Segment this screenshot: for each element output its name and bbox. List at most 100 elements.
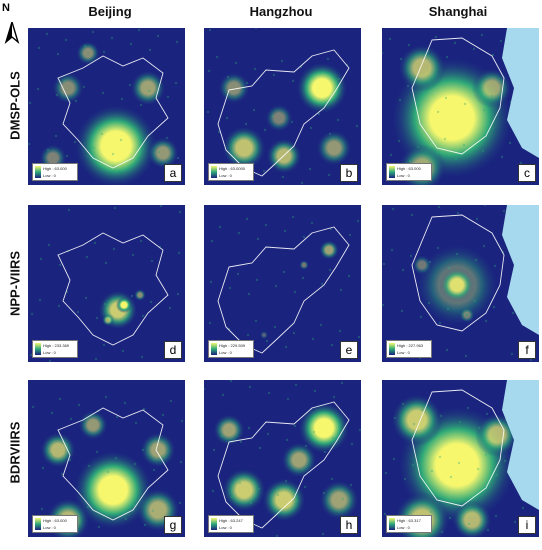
night-light-map (28, 28, 185, 185)
map-panel-g: High : 63.000 Low : 0 g (28, 380, 185, 537)
legend-color-ramp (35, 343, 41, 355)
light-cluster (40, 432, 76, 468)
light-cluster (222, 126, 266, 170)
city-boundary (217, 226, 350, 354)
legend-high: High : 63.247 (219, 518, 243, 523)
light-cluster (134, 289, 146, 301)
legend-low: Low : 0 (397, 350, 410, 355)
panel-label: b (340, 164, 358, 182)
map-legend: High : 63.000 Low : 0 (386, 163, 432, 181)
city-boundary (411, 37, 505, 155)
light-cluster (78, 410, 108, 440)
panel-label: c (518, 164, 536, 182)
map-panel-f: High : 227.963 Low : 0 f (382, 205, 539, 362)
map-panel-i: High : 63.317 Low : 0 i (382, 380, 539, 537)
light-cluster (265, 104, 293, 132)
city-boundary (411, 389, 505, 507)
light-cluster (116, 297, 132, 313)
legend-color-ramp (211, 518, 217, 530)
legend-color-ramp (389, 518, 395, 530)
legend-high: High : 63.317 (397, 518, 421, 523)
night-light-map (204, 28, 361, 185)
legend-low: Low : 0 (219, 350, 232, 355)
row-title-bdrviirs: BDRVIIRS (7, 421, 23, 484)
light-cluster (218, 72, 250, 104)
light-cluster (398, 44, 446, 92)
light-cluster (260, 331, 268, 339)
night-light-map (204, 380, 361, 537)
sea-area (502, 380, 539, 510)
legend-color-ramp (35, 518, 41, 530)
light-cluster (459, 307, 475, 323)
city-boundary (217, 49, 350, 177)
legend-low: Low : 0 (43, 173, 56, 178)
legend-high: High : 233.369 (43, 343, 70, 348)
light-cluster (76, 41, 100, 65)
light-cluster (213, 414, 245, 446)
night-light-map (382, 28, 539, 185)
row-title-dmsp-ols: DMSP-OLS (7, 71, 23, 140)
panel-label: h (340, 516, 358, 534)
north-label: N (2, 2, 10, 14)
legend-low: Low : 0 (397, 173, 410, 178)
panel-label: e (340, 341, 358, 359)
legend-low: Low : 0 (219, 525, 232, 530)
legend-color-ramp (389, 166, 395, 178)
panel-label: g (164, 516, 182, 534)
city-boundary (57, 55, 169, 169)
light-cluster (299, 260, 309, 270)
light-cluster (452, 500, 492, 537)
panel-label: f (518, 341, 536, 359)
map-legend: High : 63.000 Low : 0 (32, 163, 78, 181)
city-boundary (57, 232, 169, 346)
night-light-map (382, 205, 539, 362)
light-cluster (472, 68, 512, 108)
north-arrow-icon (4, 22, 20, 44)
light-cluster (319, 240, 339, 260)
panel-label: i (518, 516, 536, 534)
map-panel-c: High : 63.000 Low : 0 c (382, 28, 539, 185)
map-panel-e: High : 229.509 Low : 0 e (204, 205, 361, 362)
legend-low: Low : 0 (397, 525, 410, 530)
sea-area (502, 28, 539, 158)
map-panel-d: High : 233.369 Low : 0 d (28, 205, 185, 362)
map-legend: High : 63.317 Low : 0 (386, 515, 432, 533)
map-legend: High : 63.247 Low : 0 (208, 515, 254, 533)
light-cluster (316, 130, 352, 166)
map-panel-b: High : 63.0000 Low : 0 b (204, 28, 361, 185)
column-title-hangzhou: Hangzhou (249, 4, 313, 19)
light-cluster (140, 432, 176, 468)
legend-high: High : 227.963 (397, 343, 424, 348)
light-cluster (262, 478, 306, 522)
legend-color-ramp (35, 166, 41, 178)
legend-low: Low : 0 (43, 350, 56, 355)
light-cluster (74, 104, 158, 185)
light-cluster (391, 394, 443, 446)
light-cluster (281, 442, 317, 478)
light-cluster (102, 314, 114, 326)
column-title-beijing: Beijing (88, 4, 132, 19)
legend-high: High : 63.000 (397, 166, 421, 171)
legend-low: Low : 0 (43, 525, 56, 530)
light-cluster (222, 468, 266, 512)
light-cluster (130, 70, 166, 106)
map-legend: High : 233.369 Low : 0 (32, 340, 78, 358)
map-legend: High : 63.0000 Low : 0 (208, 163, 254, 181)
map-legend: High : 227.963 Low : 0 (386, 340, 432, 358)
map-panel-a: High : 63.000 Low : 0 a (28, 28, 185, 185)
night-light-map (204, 205, 361, 362)
legend-high: High : 63.0000 (219, 166, 246, 171)
light-cluster (52, 72, 84, 104)
row-title-npp-viirs: NPP-VIIRS (7, 251, 23, 317)
light-cluster (296, 62, 348, 114)
legend-color-ramp (211, 343, 217, 355)
light-cluster (147, 137, 179, 169)
light-cluster (439, 267, 475, 303)
light-cluster (412, 255, 432, 275)
panel-label: d (164, 341, 182, 359)
legend-low: Low : 0 (219, 173, 232, 178)
city-boundary (217, 401, 350, 529)
panel-label: a (164, 164, 182, 182)
map-panel-h: High : 63.247 Low : 0 h (204, 380, 361, 537)
map-legend: High : 229.509 Low : 0 (208, 340, 254, 358)
